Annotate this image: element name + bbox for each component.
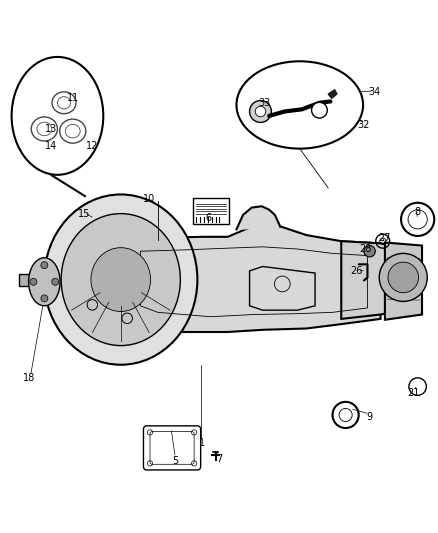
Circle shape <box>255 106 266 117</box>
Text: 15: 15 <box>78 209 90 219</box>
Bar <box>193 198 229 224</box>
Ellipse shape <box>61 214 180 345</box>
Text: 11: 11 <box>67 93 79 103</box>
Text: 12: 12 <box>86 141 99 151</box>
Circle shape <box>364 246 375 257</box>
Bar <box>19 274 51 286</box>
Circle shape <box>379 253 427 302</box>
Ellipse shape <box>12 57 103 175</box>
Text: 33: 33 <box>259 98 271 108</box>
Polygon shape <box>341 241 416 319</box>
Text: 34: 34 <box>368 87 380 97</box>
Text: 8: 8 <box>415 207 421 217</box>
Text: 13: 13 <box>45 124 57 134</box>
Text: 18: 18 <box>23 373 35 383</box>
Polygon shape <box>237 206 280 229</box>
Circle shape <box>41 295 48 302</box>
Polygon shape <box>328 90 337 99</box>
Circle shape <box>388 262 419 293</box>
Text: 28: 28 <box>359 244 371 254</box>
Text: 32: 32 <box>357 119 369 130</box>
Text: 27: 27 <box>379 233 391 243</box>
Polygon shape <box>385 243 422 320</box>
Text: 9: 9 <box>367 412 373 422</box>
Text: 26: 26 <box>350 266 363 276</box>
Ellipse shape <box>237 61 363 149</box>
Text: 5: 5 <box>172 456 178 466</box>
Text: 10: 10 <box>143 194 155 204</box>
Ellipse shape <box>44 195 198 365</box>
Circle shape <box>250 101 272 123</box>
Ellipse shape <box>91 248 151 311</box>
Circle shape <box>30 278 37 285</box>
Text: 21: 21 <box>407 388 420 398</box>
Ellipse shape <box>28 258 60 306</box>
Text: 14: 14 <box>45 141 57 151</box>
Text: 6: 6 <box>205 214 211 223</box>
Polygon shape <box>119 223 381 332</box>
Text: 7: 7 <box>216 455 222 464</box>
Circle shape <box>311 102 327 118</box>
Text: 1: 1 <box>198 438 205 448</box>
Circle shape <box>52 278 59 285</box>
Circle shape <box>41 262 48 269</box>
